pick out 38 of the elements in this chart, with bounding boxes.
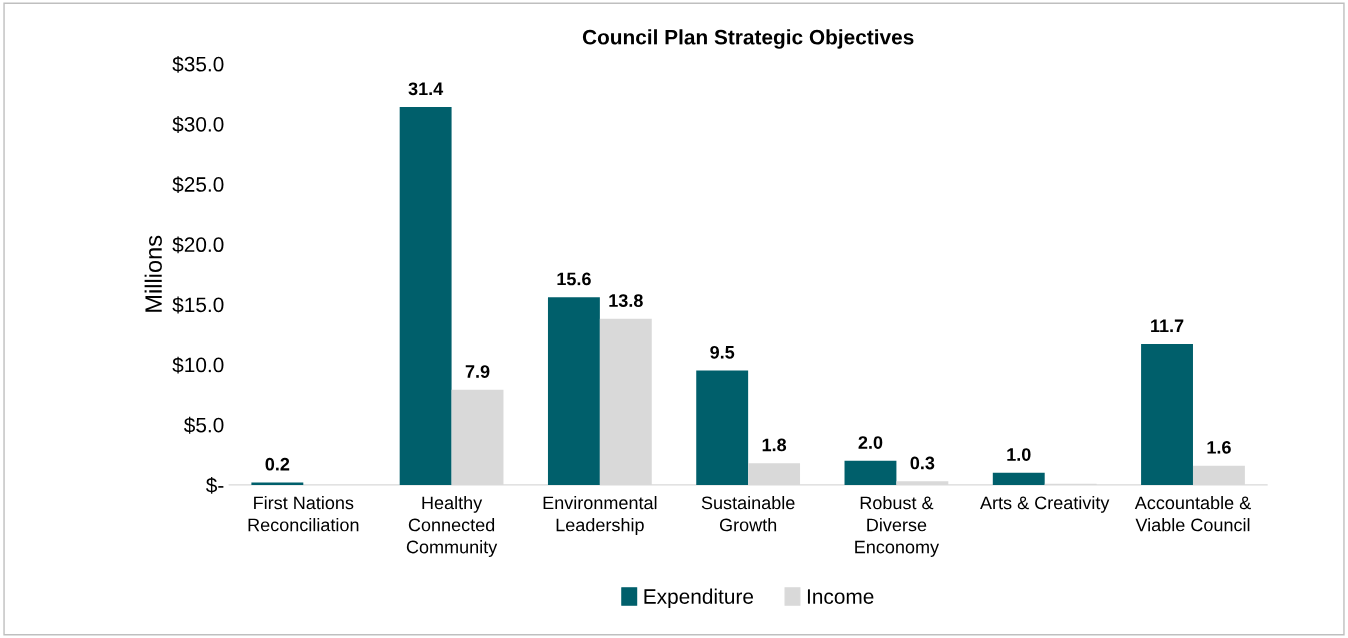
chart-title: Council Plan Strategic Objectives bbox=[582, 29, 914, 49]
data-label: 7.9 bbox=[465, 365, 490, 378]
legend-label: Income bbox=[807, 589, 874, 604]
y-axis-title: Millions bbox=[144, 235, 162, 312]
x-tick-label: Environmental Leadership bbox=[543, 495, 657, 535]
bar bbox=[547, 297, 600, 485]
data-label: 11.7 bbox=[1151, 319, 1184, 333]
bar bbox=[696, 370, 749, 485]
data-label: 31.4 bbox=[408, 82, 444, 96]
x-tick-label: Accountable & Viable Council bbox=[1134, 495, 1251, 532]
y-tick-label: $30.0 bbox=[172, 116, 224, 133]
y-tick-label: $- bbox=[206, 477, 224, 494]
x-tick-label: Robust & Diverse Enconomy bbox=[855, 495, 940, 557]
data-label: 1.8 bbox=[762, 438, 787, 452]
y-tick-label: $10.0 bbox=[172, 356, 224, 374]
bar bbox=[1141, 344, 1193, 485]
x-tick-label: First Nations Reconciliation bbox=[248, 495, 359, 532]
data-label: 1.6 bbox=[1207, 440, 1231, 454]
y-tick-label: $5.0 bbox=[183, 416, 224, 434]
y-tick-label: $20.0 bbox=[172, 236, 224, 254]
bar bbox=[399, 107, 452, 485]
y-tick-label: $25.0 bbox=[172, 176, 224, 194]
data-label: 0.3 bbox=[910, 456, 935, 470]
x-tick-label: Healthy Connected Community bbox=[406, 495, 498, 557]
bar bbox=[992, 472, 1045, 485]
x-tick-label: Arts & Creativity bbox=[980, 495, 1110, 513]
bar bbox=[844, 460, 897, 485]
x-tick-label: Sustainable Growth bbox=[701, 495, 795, 532]
y-tick-label: $35.0 bbox=[172, 55, 224, 73]
legend-label: Expenditure bbox=[644, 588, 754, 608]
y-tick-label: $15.0 bbox=[172, 296, 224, 314]
bar bbox=[251, 482, 304, 485]
data-label: 1.0 bbox=[1007, 448, 1031, 461]
data-label: 9.5 bbox=[710, 345, 735, 359]
data-label: 13.8 bbox=[609, 294, 643, 307]
data-label: 2.0 bbox=[858, 436, 883, 449]
data-label: 15.6 bbox=[557, 272, 591, 286]
data-label: 0.2 bbox=[265, 457, 290, 471]
